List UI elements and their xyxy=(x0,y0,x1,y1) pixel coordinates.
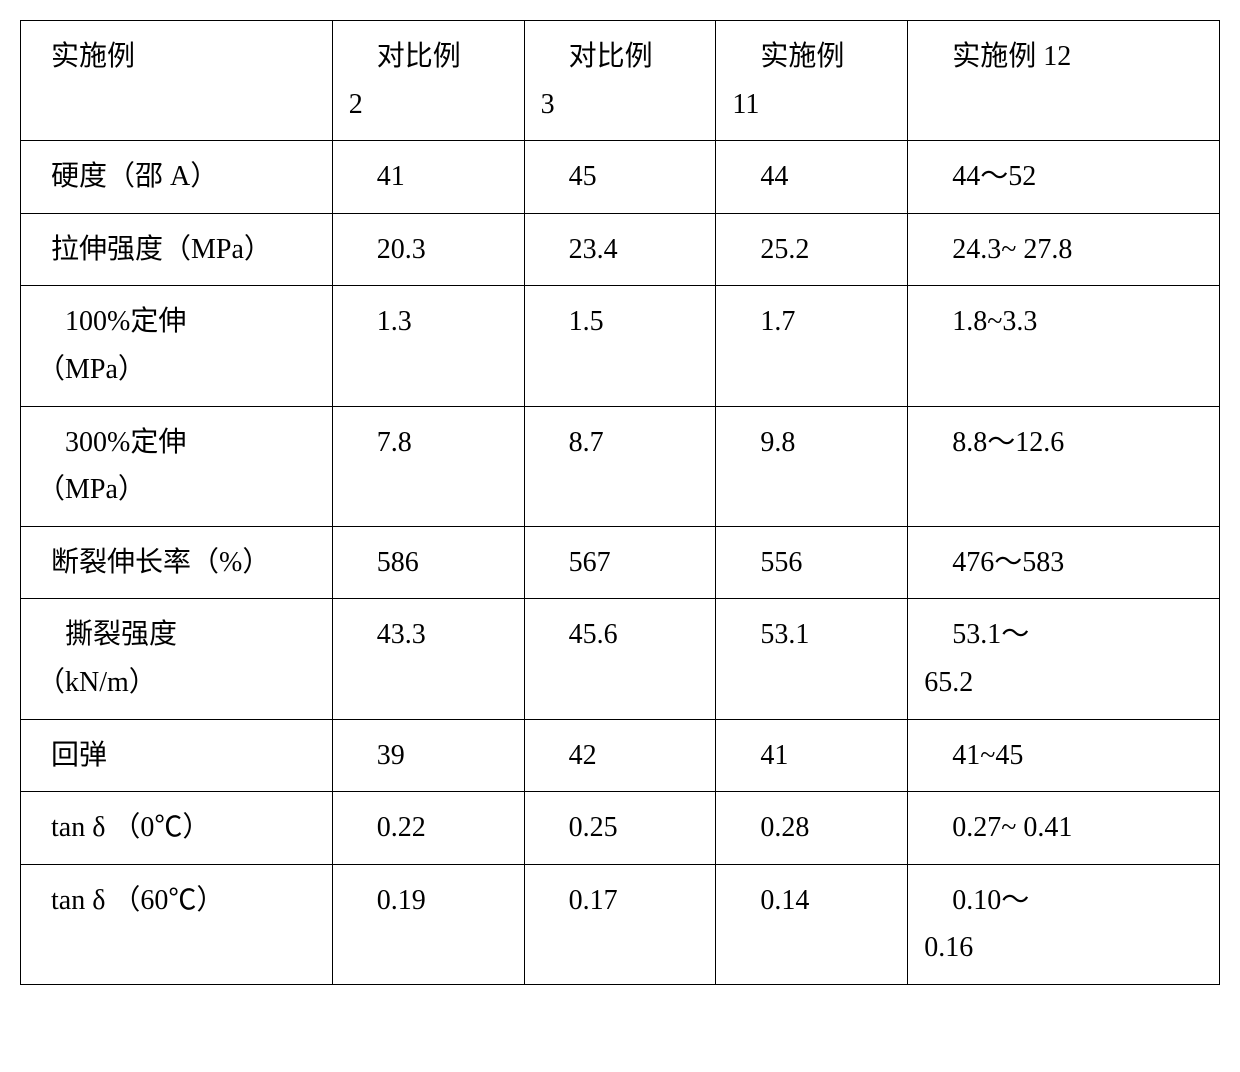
table-row: 回弹 39 42 41 41~45 xyxy=(21,719,1220,792)
cell-ex12-l1: 53.1～ xyxy=(924,619,1029,650)
cell-comp3: 0.17 xyxy=(524,864,716,984)
cell-ex12: 0.27~ 0.41 xyxy=(908,792,1220,865)
table-header-row: 实施例 对比例 2 对比例 3 实施例 11 实施例 12 xyxy=(21,21,1220,141)
table-row: tan δ （60℃） 0.19 0.17 0.14 0.10～ 0.16 xyxy=(21,864,1220,984)
cell-comp3: 1.5 xyxy=(524,286,716,406)
cell-ex11: 25.2 xyxy=(716,213,908,286)
cell-comp3: 8.7 xyxy=(524,406,716,526)
cell-comp3: 0.25 xyxy=(524,792,716,865)
header-comp3-l2: 3 xyxy=(541,89,555,120)
cell-ex12: 24.3~ 27.8 xyxy=(908,213,1220,286)
cell-ex11: 41 xyxy=(716,719,908,792)
cell-property-l2: （kN/m） xyxy=(37,667,157,698)
cell-property: 300%定伸 （MPa） xyxy=(21,406,333,526)
header-comp3: 对比例 3 xyxy=(524,21,716,141)
header-comp2-l2: 2 xyxy=(349,89,363,120)
cell-property-l1: 100%定伸 xyxy=(37,306,186,337)
table-row: 撕裂强度 （kN/m） 43.3 45.6 53.1 53.1～ 65.2 xyxy=(21,599,1220,719)
cell-property-l1: 300%定伸 xyxy=(37,427,186,458)
cell-comp2: 39 xyxy=(332,719,524,792)
table-row: 断裂伸长率（%） 586 567 556 476～583 xyxy=(21,526,1220,599)
header-comp2-l1: 对比例 xyxy=(349,41,461,72)
header-comp3-l1: 对比例 xyxy=(541,41,653,72)
cell-property: 拉伸强度（MPa） xyxy=(21,213,333,286)
table-row: 硬度（邵 A） 41 45 44 44～52 xyxy=(21,141,1220,214)
cell-ex12: 53.1～ 65.2 xyxy=(908,599,1220,719)
cell-comp3: 567 xyxy=(524,526,716,599)
cell-ex12: 41~45 xyxy=(908,719,1220,792)
cell-ex12: 476～583 xyxy=(908,526,1220,599)
cell-ex11: 9.8 xyxy=(716,406,908,526)
cell-ex11: 1.7 xyxy=(716,286,908,406)
header-ex11-l1: 实施例 xyxy=(732,41,844,72)
cell-property-l1: 撕裂强度 xyxy=(37,619,177,650)
cell-property: 撕裂强度 （kN/m） xyxy=(21,599,333,719)
cell-comp2: 20.3 xyxy=(332,213,524,286)
cell-ex11: 0.28 xyxy=(716,792,908,865)
cell-comp2: 1.3 xyxy=(332,286,524,406)
cell-comp2: 586 xyxy=(332,526,524,599)
cell-property: 回弹 xyxy=(21,719,333,792)
cell-comp2: 43.3 xyxy=(332,599,524,719)
header-ex11-l2: 11 xyxy=(732,89,759,120)
cell-ex11: 556 xyxy=(716,526,908,599)
cell-ex12: 0.10～ 0.16 xyxy=(908,864,1220,984)
table-row: tan δ （0℃） 0.22 0.25 0.28 0.27~ 0.41 xyxy=(21,792,1220,865)
cell-property: 硬度（邵 A） xyxy=(21,141,333,214)
cell-property: 100%定伸 （MPa） xyxy=(21,286,333,406)
cell-ex12-l2: 65.2 xyxy=(924,667,973,698)
cell-comp2: 7.8 xyxy=(332,406,524,526)
cell-ex12: 1.8~3.3 xyxy=(908,286,1220,406)
header-ex12: 实施例 12 xyxy=(908,21,1220,141)
cell-ex12: 44～52 xyxy=(908,141,1220,214)
cell-ex12: 8.8～12.6 xyxy=(908,406,1220,526)
cell-ex12-l1: 0.10～ xyxy=(924,885,1029,916)
header-property: 实施例 xyxy=(21,21,333,141)
cell-comp3: 45.6 xyxy=(524,599,716,719)
material-properties-table: 实施例 对比例 2 对比例 3 实施例 11 实施例 12 硬度（邵 A） xyxy=(20,20,1220,985)
cell-property-l2: （MPa） xyxy=(37,354,146,385)
table-row: 拉伸强度（MPa） 20.3 23.4 25.2 24.3~ 27.8 xyxy=(21,213,1220,286)
cell-ex11: 53.1 xyxy=(716,599,908,719)
cell-comp2: 0.22 xyxy=(332,792,524,865)
data-table-container: 实施例 对比例 2 对比例 3 实施例 11 实施例 12 硬度（邵 A） xyxy=(20,20,1220,985)
cell-ex12-l2: 0.16 xyxy=(924,932,973,963)
cell-comp2: 0.19 xyxy=(332,864,524,984)
cell-property: 断裂伸长率（%） xyxy=(21,526,333,599)
header-ex11: 实施例 11 xyxy=(716,21,908,141)
table-row: 300%定伸 （MPa） 7.8 8.7 9.8 8.8～12.6 xyxy=(21,406,1220,526)
cell-comp3: 45 xyxy=(524,141,716,214)
cell-ex11: 0.14 xyxy=(716,864,908,984)
cell-ex11: 44 xyxy=(716,141,908,214)
cell-comp3: 42 xyxy=(524,719,716,792)
header-comp2: 对比例 2 xyxy=(332,21,524,141)
table-row: 100%定伸 （MPa） 1.3 1.5 1.7 1.8~3.3 xyxy=(21,286,1220,406)
cell-comp2: 41 xyxy=(332,141,524,214)
cell-property: tan δ （60℃） xyxy=(21,864,333,984)
cell-comp3: 23.4 xyxy=(524,213,716,286)
cell-property: tan δ （0℃） xyxy=(21,792,333,865)
cell-property-l2: （MPa） xyxy=(37,474,146,505)
